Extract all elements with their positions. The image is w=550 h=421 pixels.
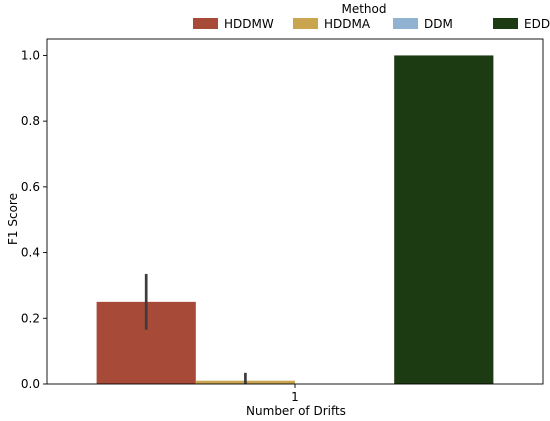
x-axis-label: Number of Drifts bbox=[246, 404, 346, 418]
legend-label: EDDM bbox=[524, 17, 550, 31]
legend-swatch bbox=[393, 18, 418, 29]
legend-item-hddma: HDDMA bbox=[293, 17, 371, 31]
legend-swatch bbox=[293, 18, 318, 29]
legend-label: DDM bbox=[424, 17, 453, 31]
legend-item-eddm: EDDM bbox=[493, 17, 550, 31]
y-tick-label: 0.2 bbox=[21, 311, 40, 325]
bar-eddm bbox=[394, 55, 494, 385]
legend-swatch bbox=[193, 18, 218, 29]
plot-area: 0.0 0.2 0.4 0.6 0.8 1.0 1 bbox=[21, 38, 544, 404]
y-tick-label: 0.4 bbox=[21, 246, 40, 260]
legend-item-ddm: DDM bbox=[393, 17, 453, 31]
x-tick-label: 1 bbox=[291, 390, 299, 404]
y-axis: 0.0 0.2 0.4 0.6 0.8 1.0 bbox=[21, 48, 47, 391]
x-axis: 1 bbox=[291, 384, 299, 404]
legend-item-hddmw: HDDMW bbox=[193, 17, 274, 31]
y-tick-label: 0.8 bbox=[21, 114, 40, 128]
legend-label: HDDMW bbox=[224, 17, 274, 31]
y-tick-label: 0.6 bbox=[21, 180, 40, 194]
y-axis-label: F1 Score bbox=[6, 193, 20, 245]
y-tick-label: 1.0 bbox=[21, 48, 40, 62]
y-tick-label: 0.0 bbox=[21, 377, 40, 391]
legend-title: Method bbox=[341, 2, 386, 16]
legend-label: HDDMA bbox=[324, 17, 371, 31]
legend: Method HDDMW HDDMA DDM EDDM bbox=[193, 2, 550, 31]
legend-swatch bbox=[493, 18, 518, 29]
